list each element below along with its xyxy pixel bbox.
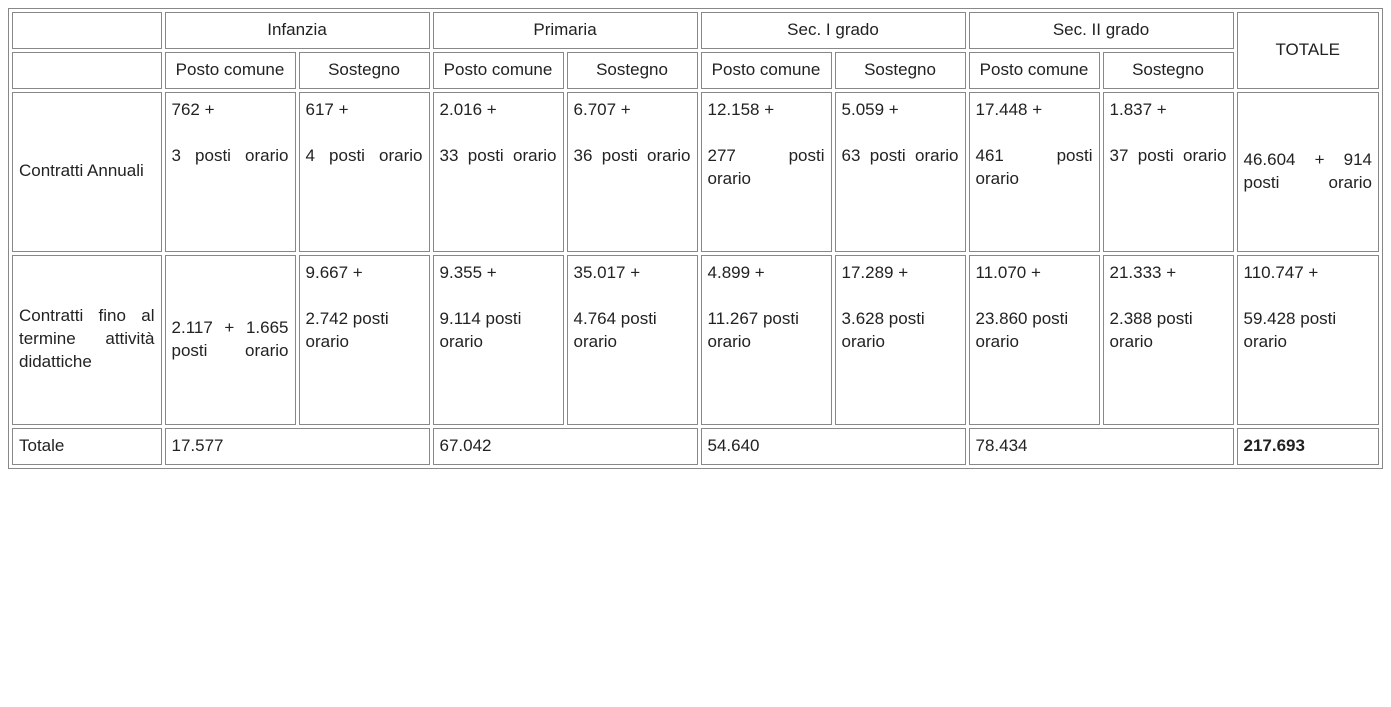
cell-line2: 3 posti orario: [172, 145, 289, 168]
cell-line2: 11.267 posti orario: [708, 308, 825, 354]
annuali-sec1-sostegno: 5.059 + 63 posti orario: [835, 92, 966, 252]
cell-line1: 1.837 +: [1110, 99, 1227, 122]
header-totale: TOTALE: [1237, 12, 1379, 89]
cell-line2: 2.742 posti orario: [306, 308, 423, 354]
totale-primaria: 67.042: [433, 428, 698, 465]
cell-line1: 5.059 +: [842, 99, 959, 122]
cell-line2: 3.628 posti orario: [842, 308, 959, 354]
cell-line2: 9.114 posti orario: [440, 308, 557, 354]
sub-primaria-sostegno: Sostegno: [567, 52, 698, 89]
sub-sec1-sostegno: Sostegno: [835, 52, 966, 89]
header-row-2: Posto comune Sostegno Posto comune Soste…: [12, 52, 1379, 89]
termine-sec1-posto: 4.899 + 11.267 posti orario: [701, 255, 832, 425]
sub-infanzia-posto: Posto comune: [165, 52, 296, 89]
cell-line1: 6.707 +: [574, 99, 691, 122]
termine-infanzia-posto: 2.117 + 1.665 posti orario: [165, 255, 296, 425]
annuali-infanzia-posto: 762 + 3 posti orario: [165, 92, 296, 252]
cell-line1: 9.667 +: [306, 262, 423, 285]
cell-line1: 2.117 + 1.665 posti orario: [172, 317, 289, 363]
cell-line1: 46.604 + 914 posti orario: [1244, 149, 1372, 195]
cell-line1: 617 +: [306, 99, 423, 122]
cell-line1: 17.448 +: [976, 99, 1093, 122]
cell-line2: 2.388 posti orario: [1110, 308, 1227, 354]
termine-primaria-sostegno: 35.017 + 4.764 posti orario: [567, 255, 698, 425]
termine-primaria-posto: 9.355 + 9.114 posti orario: [433, 255, 564, 425]
cell-line1: 35.017 +: [574, 262, 691, 285]
cell-line1: 21.333 +: [1110, 262, 1227, 285]
totale-sec2: 78.434: [969, 428, 1234, 465]
annuali-infanzia-sostegno: 617 + 4 posti orario: [299, 92, 430, 252]
annuali-primaria-posto: 2.016 + 33 posti orario: [433, 92, 564, 252]
cell-line2: 37 posti orario: [1110, 145, 1227, 168]
header-primaria: Primaria: [433, 12, 698, 49]
grand-total: 217.693: [1237, 428, 1379, 465]
annuali-sec2-posto: 17.448 + 461 posti orario: [969, 92, 1100, 252]
cell-line1: 2.016 +: [440, 99, 557, 122]
termine-infanzia-sostegno: 9.667 + 2.742 posti orario: [299, 255, 430, 425]
cell-line2: 59.428 posti orario: [1244, 308, 1372, 354]
row-termine: Contratti fino al termine attività didat…: [12, 255, 1379, 425]
annuali-sec2-sostegno: 1.837 + 37 posti orario: [1103, 92, 1234, 252]
cell-line1: 4.899 +: [708, 262, 825, 285]
sub-sec2-posto: Posto comune: [969, 52, 1100, 89]
cell-line2: 33 posti orario: [440, 145, 557, 168]
sub-sec2-sostegno: Sostegno: [1103, 52, 1234, 89]
header-row-1: Infanzia Primaria Sec. I grado Sec. II g…: [12, 12, 1379, 49]
row-termine-label: Contratti fino al termine attività didat…: [12, 255, 162, 425]
termine-sec1-sostegno: 17.289 + 3.628 posti orario: [835, 255, 966, 425]
sub-infanzia-sostegno: Sostegno: [299, 52, 430, 89]
cell-line2: 277 posti orario: [708, 145, 825, 191]
cell-line2: 4.764 posti orario: [574, 308, 691, 354]
cell-line1: 12.158 +: [708, 99, 825, 122]
row-totale-label: Totale: [12, 428, 162, 465]
totale-sec1: 54.640: [701, 428, 966, 465]
row-annuali-label: Contratti Annuali: [12, 92, 162, 252]
cell-line1: 17.289 +: [842, 262, 959, 285]
annuali-totale: 46.604 + 914 posti orario: [1237, 92, 1379, 252]
cell-line2: 63 posti orario: [842, 145, 959, 168]
cell-line2: 4 posti orario: [306, 145, 423, 168]
annuali-primaria-sostegno: 6.707 + 36 posti orario: [567, 92, 698, 252]
header-blank-2: [12, 52, 162, 89]
sub-primaria-posto: Posto comune: [433, 52, 564, 89]
row-totale: Totale 17.577 67.042 54.640 78.434 217.6…: [12, 428, 1379, 465]
sub-sec1-posto: Posto comune: [701, 52, 832, 89]
annuali-sec1-posto: 12.158 + 277 posti orario: [701, 92, 832, 252]
cell-line1: 11.070 +: [976, 262, 1093, 285]
termine-totale: 110.747 + 59.428 posti orario: [1237, 255, 1379, 425]
cell-line1: 9.355 +: [440, 262, 557, 285]
cell-line1: 110.747 +: [1244, 262, 1372, 285]
cell-line2: 23.860 posti orario: [976, 308, 1093, 354]
header-sec2: Sec. II grado: [969, 12, 1234, 49]
cell-line2: 461 posti orario: [976, 145, 1093, 191]
cell-line2: 36 posti orario: [574, 145, 691, 168]
termine-sec2-sostegno: 21.333 + 2.388 posti orario: [1103, 255, 1234, 425]
totale-infanzia: 17.577: [165, 428, 430, 465]
contracts-table: Infanzia Primaria Sec. I grado Sec. II g…: [8, 8, 1383, 469]
header-infanzia: Infanzia: [165, 12, 430, 49]
row-annuali: Contratti Annuali 762 + 3 posti orario 6…: [12, 92, 1379, 252]
termine-sec2-posto: 11.070 + 23.860 posti orario: [969, 255, 1100, 425]
header-blank-1: [12, 12, 162, 49]
header-sec1: Sec. I grado: [701, 12, 966, 49]
cell-line1: 762 +: [172, 99, 289, 122]
